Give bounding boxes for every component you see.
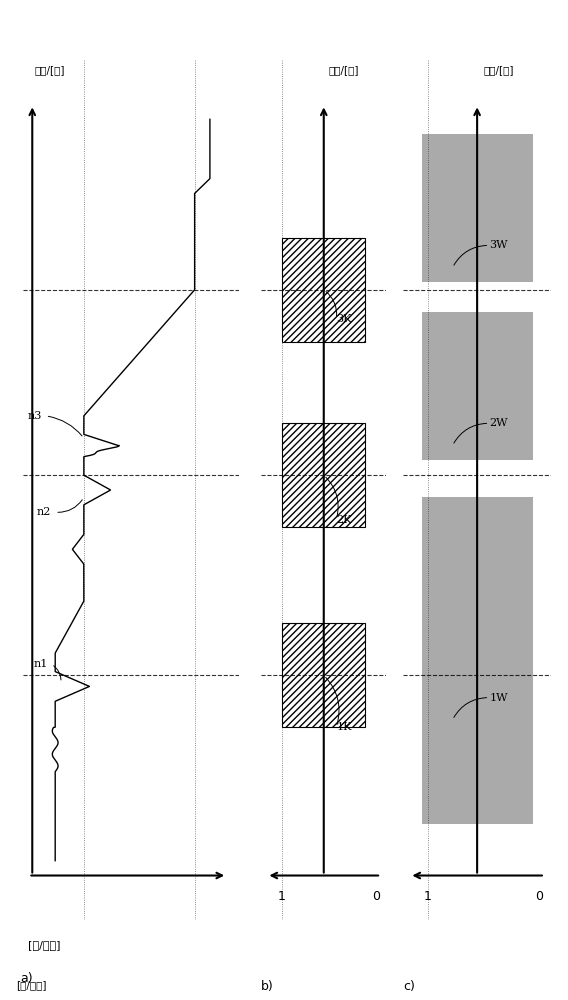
Text: c): c) xyxy=(403,980,415,993)
Text: 時間/[秒]: 時間/[秒] xyxy=(34,65,65,75)
Text: 0: 0 xyxy=(534,890,542,903)
Text: 1K: 1K xyxy=(336,722,352,732)
Text: [轉/分鐘]: [轉/分鐘] xyxy=(28,940,61,950)
Text: [轉/分鐘]: [轉/分鐘] xyxy=(16,980,47,990)
Text: n2: n2 xyxy=(37,507,51,517)
Text: 2K: 2K xyxy=(336,515,352,525)
Text: 時間/[秒]: 時間/[秒] xyxy=(483,65,514,75)
Bar xyxy=(282,238,365,342)
Text: 0: 0 xyxy=(372,890,380,903)
Bar xyxy=(421,134,533,282)
Text: n1: n1 xyxy=(33,659,48,669)
Bar xyxy=(421,312,533,460)
Text: 時間/[秒]: 時間/[秒] xyxy=(329,65,360,75)
Text: b): b) xyxy=(261,980,274,993)
Bar xyxy=(282,623,365,727)
Text: 2W: 2W xyxy=(490,418,508,428)
Bar xyxy=(282,423,365,527)
Text: 1W: 1W xyxy=(490,693,508,703)
Text: 3K: 3K xyxy=(336,314,352,324)
Bar xyxy=(421,497,533,824)
Text: n3: n3 xyxy=(27,411,42,421)
Text: 3W: 3W xyxy=(490,240,508,250)
Text: a): a) xyxy=(20,972,33,985)
Text: 1: 1 xyxy=(278,890,286,903)
Text: 1: 1 xyxy=(424,890,432,903)
